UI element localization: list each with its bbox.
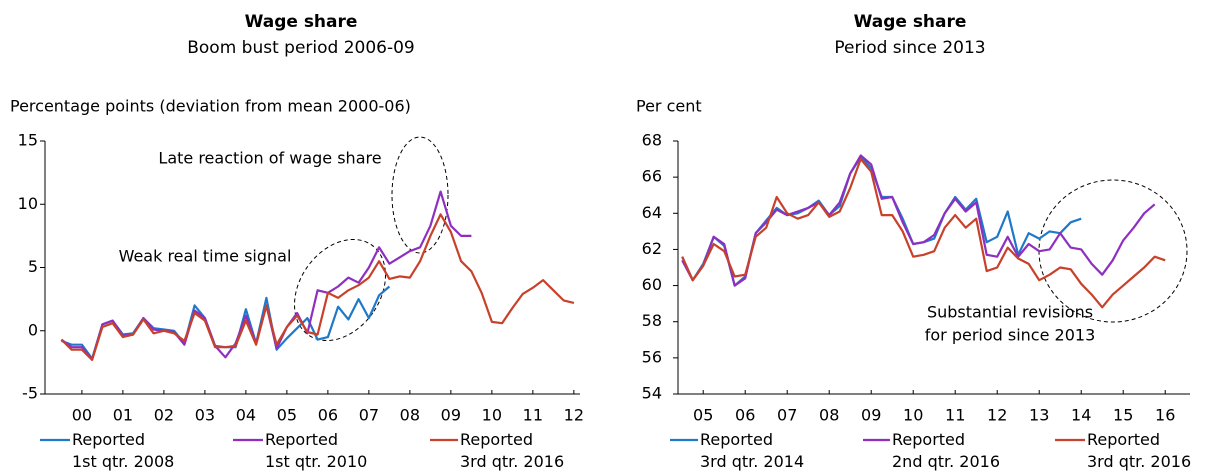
legend-label: Reported 1st qtr. 2010	[265, 430, 368, 471]
y-tick-label: 68	[642, 131, 662, 150]
y-tick-label: -5	[22, 384, 38, 403]
chart-subtitle: Boom bust period 2006-09	[187, 38, 415, 58]
annotation: Late reaction of wage share	[158, 149, 381, 168]
y-tick-label: 5	[28, 257, 38, 276]
x-tick-label: 09	[861, 406, 881, 425]
annotation: for period since 2013	[925, 326, 1096, 345]
x-tick-label: 12	[987, 406, 1007, 425]
y-tick-label: 10	[18, 194, 38, 213]
y-tick-label: 0	[28, 320, 38, 339]
annotation: Substantial revisions	[927, 303, 1093, 322]
y-tick-label: 15	[18, 131, 38, 150]
y-tick-label: 60	[642, 275, 662, 294]
x-tick-label: 11	[945, 406, 965, 425]
legend-label: Reported 2nd qtr. 2016	[892, 430, 1000, 471]
y-axis-label: Percentage points (deviation from mean 2…	[10, 97, 411, 116]
y-tick-label: 66	[642, 167, 662, 186]
x-tick-label: 15	[1113, 406, 1133, 425]
x-tick-label: 16	[1155, 406, 1175, 425]
x-tick-label: 01	[113, 406, 133, 425]
x-tick-label: 07	[777, 406, 797, 425]
x-tick-label: 14	[1071, 406, 1091, 425]
y-tick-label: 62	[642, 239, 662, 258]
annotation: Weak real time signal	[119, 247, 292, 266]
x-tick-label: 06	[318, 406, 338, 425]
chart-title: Wage share	[245, 12, 358, 32]
x-tick-label: 10	[482, 406, 502, 425]
series-line	[60, 213, 575, 361]
x-tick-label: 08	[400, 406, 420, 425]
y-tick-label: 54	[642, 384, 662, 403]
legend-label: Reported 1st qtr. 2008	[72, 430, 175, 471]
x-tick-label: 13	[1029, 406, 1049, 425]
x-tick-label: 10	[903, 406, 923, 425]
y-tick-label: 56	[642, 347, 662, 366]
chart-title: Wage share	[854, 12, 967, 32]
x-tick-label: 00	[72, 406, 92, 425]
x-tick-label: 04	[236, 406, 256, 425]
x-tick-label: 11	[523, 406, 543, 425]
annotation-ellipse	[294, 238, 386, 342]
legend-label: Reported 3rd qtr. 2016	[460, 430, 565, 471]
annotation-ellipse	[1038, 179, 1188, 323]
x-tick-label: 08	[819, 406, 839, 425]
y-tick-label: 58	[642, 311, 662, 330]
series-line	[681, 154, 1156, 287]
legend-label: Reported 3rd qtr. 2014	[700, 430, 805, 471]
x-tick-label: 03	[195, 406, 215, 425]
x-tick-label: 07	[359, 406, 379, 425]
x-tick-label: 09	[441, 406, 461, 425]
x-tick-label: 12	[564, 406, 584, 425]
x-tick-label: 05	[693, 406, 713, 425]
x-tick-label: 06	[735, 406, 755, 425]
x-tick-label: 02	[154, 406, 174, 425]
legend-label: Reported 3rd qtr. 2016	[1087, 430, 1192, 471]
series-line	[681, 158, 1166, 309]
y-tick-label: 64	[642, 203, 662, 222]
annotation-ellipse	[391, 136, 449, 254]
y-axis-label: Per cent	[636, 97, 702, 116]
chart-subtitle: Period since 2013	[834, 38, 985, 58]
x-tick-label: 05	[277, 406, 297, 425]
series-line	[681, 156, 1082, 287]
